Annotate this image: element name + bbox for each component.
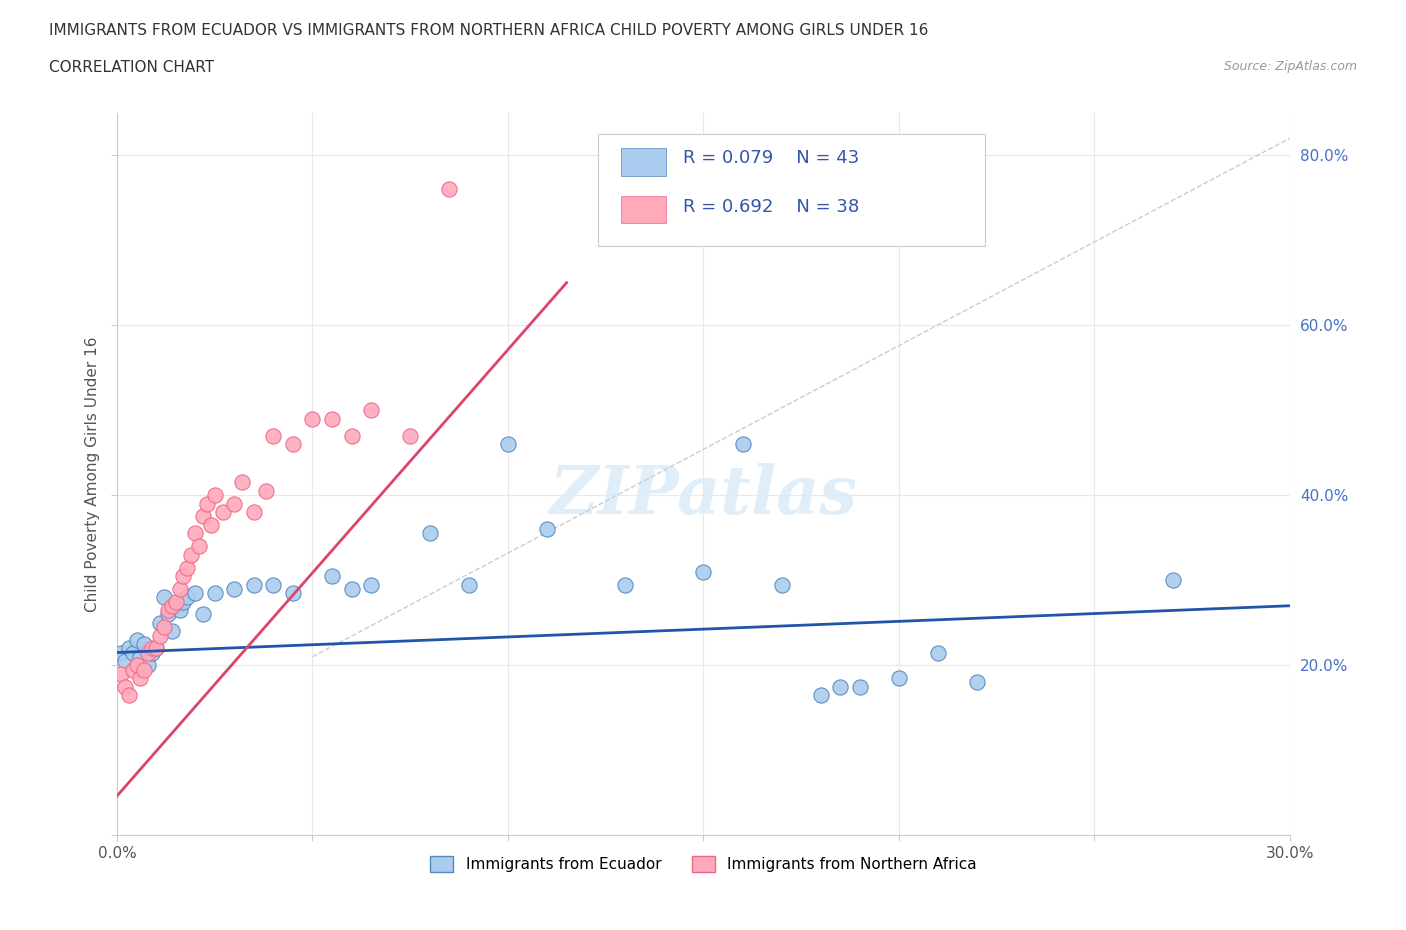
Point — [184, 526, 207, 541]
Point — [145, 641, 167, 656]
Point — [243, 505, 266, 520]
Point — [536, 522, 558, 537]
Point — [121, 662, 143, 677]
Point — [231, 475, 253, 490]
Point — [169, 603, 191, 618]
Point — [770, 578, 793, 592]
Point — [160, 598, 183, 613]
Point — [254, 484, 277, 498]
Point — [118, 641, 141, 656]
Point — [360, 578, 382, 592]
Text: R = 0.079    N = 43: R = 0.079 N = 43 — [683, 149, 859, 167]
Point — [281, 586, 304, 601]
Point — [614, 578, 637, 592]
Point — [125, 632, 148, 647]
Point — [887, 671, 910, 685]
FancyBboxPatch shape — [598, 134, 986, 246]
Point — [731, 437, 754, 452]
Text: ZIPatlas: ZIPatlas — [550, 463, 858, 528]
Text: IMMIGRANTS FROM ECUADOR VS IMMIGRANTS FROM NORTHERN AFRICA CHILD POVERTY AMONG G: IMMIGRANTS FROM ECUADOR VS IMMIGRANTS FR… — [49, 23, 928, 38]
Point — [200, 518, 222, 533]
Point — [114, 679, 136, 694]
Legend: Immigrants from Ecuador, Immigrants from Northern Africa: Immigrants from Ecuador, Immigrants from… — [425, 850, 983, 878]
Point — [153, 619, 176, 634]
Point — [204, 586, 226, 601]
Point — [966, 675, 988, 690]
Point — [211, 505, 233, 520]
Point — [136, 658, 159, 672]
Point — [169, 581, 191, 596]
Point — [360, 403, 382, 418]
Point — [321, 568, 343, 583]
Point — [165, 594, 187, 609]
Point — [810, 687, 832, 702]
Point — [156, 603, 179, 618]
Point — [118, 687, 141, 702]
Text: CORRELATION CHART: CORRELATION CHART — [49, 60, 214, 75]
Point — [110, 666, 132, 681]
Point — [204, 488, 226, 503]
Point — [849, 679, 872, 694]
FancyBboxPatch shape — [621, 148, 666, 176]
Point — [134, 636, 156, 651]
Point — [340, 581, 363, 596]
Point — [262, 578, 284, 592]
Point — [176, 560, 198, 575]
Point — [439, 181, 461, 196]
Point — [149, 616, 172, 631]
Point — [160, 624, 183, 639]
Point — [457, 578, 479, 592]
Point — [141, 641, 163, 656]
Text: R = 0.692    N = 38: R = 0.692 N = 38 — [683, 198, 859, 217]
Point — [321, 411, 343, 426]
Text: Source: ZipAtlas.com: Source: ZipAtlas.com — [1223, 60, 1357, 73]
Point — [262, 429, 284, 444]
Point — [927, 645, 949, 660]
Point — [195, 497, 218, 512]
Point — [496, 437, 519, 452]
Point — [153, 590, 176, 604]
Y-axis label: Child Poverty Among Girls Under 16: Child Poverty Among Girls Under 16 — [86, 337, 100, 612]
Point — [180, 548, 202, 563]
Point — [125, 658, 148, 672]
Point — [121, 645, 143, 660]
Point — [419, 526, 441, 541]
Point — [191, 606, 214, 621]
Point — [281, 437, 304, 452]
Point — [301, 411, 323, 426]
Point — [830, 679, 852, 694]
Point — [141, 645, 163, 660]
FancyBboxPatch shape — [621, 195, 666, 223]
Point — [1161, 573, 1184, 588]
Point — [184, 586, 207, 601]
Point — [399, 429, 422, 444]
Point — [172, 594, 194, 609]
Point — [145, 641, 167, 656]
Point — [114, 654, 136, 669]
Point — [156, 606, 179, 621]
Point — [176, 590, 198, 604]
Point — [134, 662, 156, 677]
Point — [692, 565, 714, 579]
Point — [149, 628, 172, 643]
Point — [188, 538, 211, 553]
Point — [129, 671, 152, 685]
Point — [340, 429, 363, 444]
Point — [129, 649, 152, 664]
Point — [191, 509, 214, 524]
Point — [243, 578, 266, 592]
Point — [165, 598, 187, 613]
Point — [136, 645, 159, 660]
Point — [224, 581, 246, 596]
Point — [224, 497, 246, 512]
Point — [110, 645, 132, 660]
Point — [172, 568, 194, 583]
